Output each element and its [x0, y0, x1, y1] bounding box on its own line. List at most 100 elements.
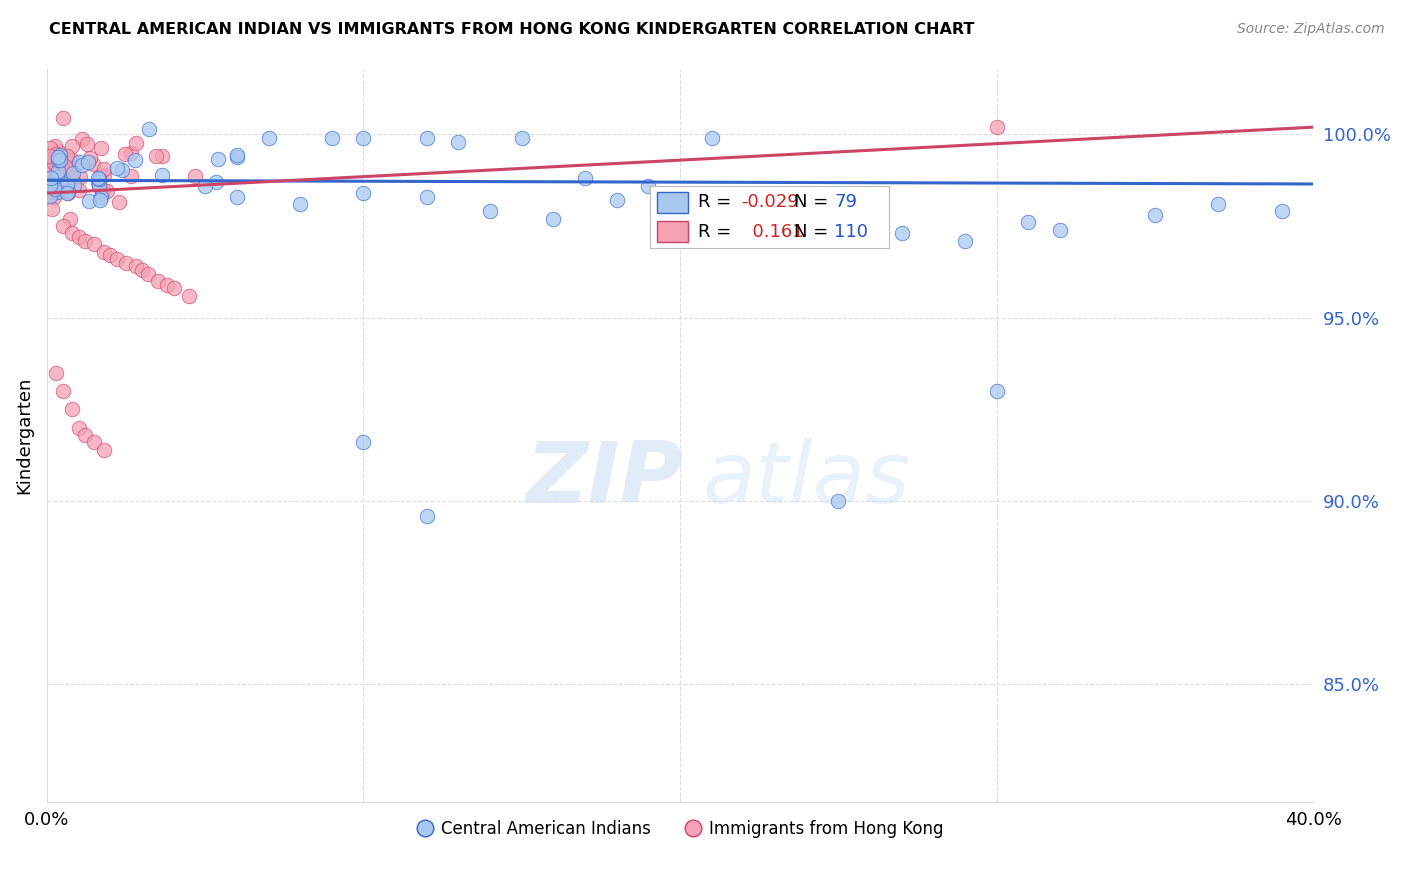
Point	[93, 244, 115, 259]
Point	[62, 165, 84, 179]
Point	[39, 152, 62, 166]
Point	[39, 154, 62, 169]
Point	[39, 166, 62, 180]
Point	[108, 194, 131, 209]
Point	[105, 161, 128, 176]
Point	[44, 182, 66, 196]
Point	[543, 211, 565, 226]
Point	[53, 159, 76, 173]
Point	[124, 153, 146, 168]
Point	[184, 169, 207, 184]
Point	[39, 188, 62, 202]
Text: N =: N =	[793, 193, 834, 211]
Point	[1271, 204, 1294, 219]
Point	[60, 169, 83, 184]
Point	[45, 185, 67, 199]
Point	[89, 171, 111, 186]
Bar	[657, 192, 688, 212]
Text: R =: R =	[697, 193, 737, 211]
Point	[41, 185, 63, 199]
Point	[51, 166, 73, 180]
Point	[46, 167, 69, 181]
Point	[115, 256, 138, 270]
Point	[89, 193, 111, 207]
Point	[39, 182, 62, 196]
Point	[89, 179, 111, 194]
Point	[56, 185, 79, 199]
Text: atlas: atlas	[703, 438, 911, 521]
Point	[105, 252, 128, 266]
Point	[60, 138, 83, 153]
Point	[205, 175, 228, 189]
Point	[55, 149, 77, 163]
Point	[96, 184, 118, 198]
Point	[45, 160, 67, 174]
Point	[60, 402, 83, 417]
Point	[45, 147, 67, 161]
Point	[55, 177, 77, 191]
Point	[69, 169, 91, 184]
Point	[58, 186, 80, 200]
Point	[700, 131, 723, 145]
Point	[827, 494, 849, 508]
Point	[56, 150, 79, 164]
Point	[353, 131, 375, 145]
Point	[46, 150, 69, 164]
Text: 79: 79	[834, 193, 858, 211]
Point	[89, 140, 111, 154]
Legend: Central American Indians, Immigrants from Hong Kong: Central American Indians, Immigrants fro…	[409, 814, 950, 845]
Point	[41, 202, 63, 217]
Point	[59, 153, 82, 168]
Point	[321, 131, 343, 145]
Y-axis label: Kindergarten: Kindergarten	[15, 376, 32, 494]
Point	[39, 163, 62, 178]
Text: ZIP: ZIP	[526, 438, 683, 521]
Point	[48, 153, 70, 168]
Point	[62, 153, 84, 167]
Point	[77, 155, 100, 169]
Point	[225, 148, 247, 162]
Point	[120, 145, 142, 160]
Point	[52, 384, 75, 398]
Point	[44, 139, 66, 153]
Point	[93, 442, 115, 457]
Point	[288, 197, 311, 211]
Point	[73, 428, 96, 442]
Point	[42, 156, 65, 170]
Point	[150, 149, 173, 163]
Point	[39, 170, 62, 185]
Point	[87, 178, 110, 193]
Point	[124, 260, 146, 274]
Point	[67, 421, 90, 435]
Point	[59, 212, 82, 227]
Point	[156, 277, 179, 292]
Point	[827, 219, 849, 234]
Point	[62, 173, 84, 187]
Point	[55, 186, 77, 201]
Point	[1143, 208, 1166, 222]
Point	[45, 170, 67, 185]
Point	[986, 120, 1008, 135]
Point	[52, 112, 75, 126]
Point	[56, 185, 79, 199]
Point	[39, 149, 62, 163]
Point	[39, 171, 62, 186]
Point	[111, 163, 134, 178]
Point	[79, 151, 101, 165]
Point	[83, 435, 105, 450]
Point	[179, 289, 201, 303]
Point	[796, 215, 818, 229]
Text: Source: ZipAtlas.com: Source: ZipAtlas.com	[1237, 22, 1385, 37]
Point	[194, 178, 217, 193]
Point	[39, 175, 62, 189]
Text: N =: N =	[793, 223, 834, 241]
Point	[44, 151, 66, 165]
Point	[87, 175, 110, 189]
Point	[46, 145, 69, 159]
Point	[146, 274, 169, 288]
Point	[150, 168, 173, 182]
Point	[207, 152, 229, 166]
Point	[45, 366, 67, 380]
Point	[79, 194, 101, 208]
Text: 0.161: 0.161	[741, 223, 803, 241]
